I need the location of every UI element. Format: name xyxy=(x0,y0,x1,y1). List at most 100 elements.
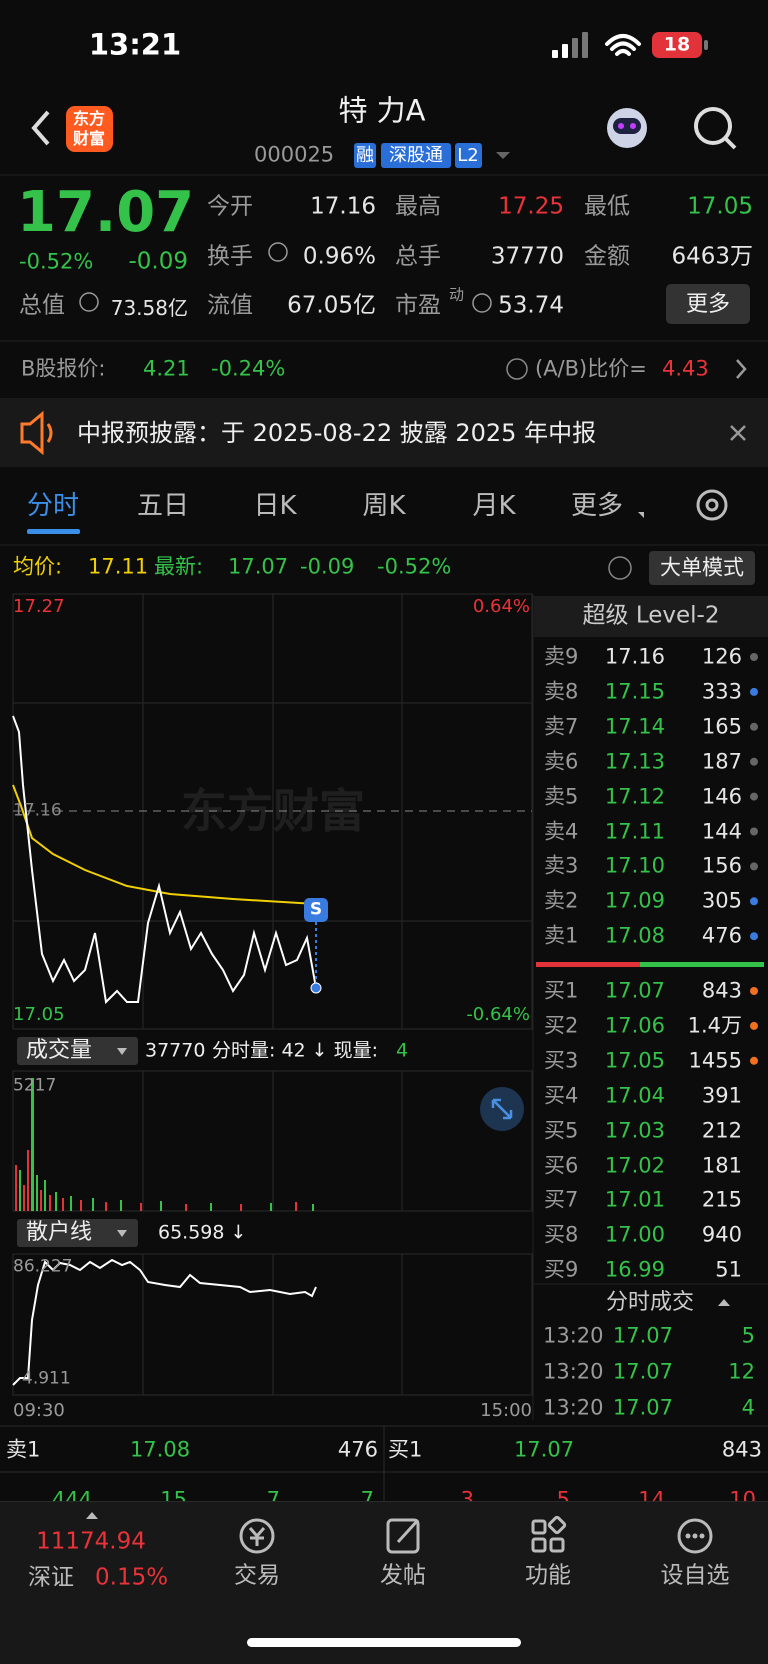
nav-item[interactable]: 交易 xyxy=(234,1562,280,1589)
field-label: 换手 xyxy=(207,243,253,270)
wifi-icon xyxy=(605,34,641,56)
retail-label[interactable]: 散户线 xyxy=(26,1220,93,1245)
order-price: 17.06 xyxy=(604,1013,665,1038)
order-dot xyxy=(750,722,758,731)
order-dot xyxy=(750,1021,758,1030)
field-sup: 动 xyxy=(449,285,465,304)
order-price: 17.11 xyxy=(604,819,665,843)
price-line xyxy=(12,715,317,1005)
change: -0.09 xyxy=(128,248,188,275)
tab-indicator xyxy=(27,529,80,534)
more-button-label[interactable]: 更多 xyxy=(685,292,731,317)
sell1-label: 卖1 xyxy=(6,1437,41,1462)
volume-total: 37770 xyxy=(145,1039,206,1062)
sell1-volume: 476 xyxy=(337,1437,378,1462)
level2-title: 超级 Level-2 xyxy=(582,602,720,629)
order-dot xyxy=(750,1056,758,1065)
b-share-price: 4.21 xyxy=(143,356,190,381)
latest-pct: -0.52% xyxy=(377,554,452,579)
close-icon xyxy=(730,425,746,441)
mode-button-label[interactable]: 大单模式 xyxy=(660,555,744,580)
expand-button[interactable] xyxy=(480,1087,524,1131)
tab[interactable]: 分时 xyxy=(26,491,80,521)
marker-s xyxy=(304,898,328,922)
price-ref: 17.16 xyxy=(13,800,62,821)
search-icon xyxy=(694,107,737,150)
volume-label[interactable]: 成交量 xyxy=(26,1038,93,1063)
trade-time: 13:20 xyxy=(543,1359,604,1384)
order-label: 卖4 xyxy=(544,819,579,843)
index-name: 深证 xyxy=(28,1564,74,1591)
order-volume: 165 xyxy=(701,714,742,739)
tag: 融 xyxy=(356,145,374,166)
dropdown xyxy=(117,1230,127,1237)
tab[interactable]: 日K xyxy=(253,491,297,521)
field-label: 最低 xyxy=(584,193,630,220)
trade-price: 17.07 xyxy=(612,1359,673,1384)
mode-button[interactable] xyxy=(649,551,755,585)
order-volume: 476 xyxy=(701,923,742,948)
order-price: 17.12 xyxy=(604,784,665,809)
tag-bg xyxy=(455,143,482,168)
last-point xyxy=(310,982,322,994)
nav-item[interactable]: 功能 xyxy=(525,1562,571,1589)
volume-grid xyxy=(142,1071,403,1211)
notice-text: 中报预披露：于 2025-08-22 披露 2025 年中报 xyxy=(77,419,597,447)
buy1-volume: 843 xyxy=(721,1437,762,1462)
tab[interactable]: 月K xyxy=(472,491,516,521)
price-bottom: 17.05 xyxy=(13,1004,65,1025)
nav-item[interactable]: 发帖 xyxy=(380,1562,426,1589)
order-label: 卖9 xyxy=(544,644,579,669)
order-label: 卖5 xyxy=(544,784,579,809)
price-top: 17.27 xyxy=(13,596,65,617)
sell1-price: 17.08 xyxy=(129,1437,191,1462)
buy1-label: 买1 xyxy=(388,1437,423,1462)
nav-icons xyxy=(86,1512,713,1647)
retail-grid xyxy=(142,1254,403,1395)
retail-line xyxy=(12,1258,317,1386)
tab[interactable]: 五日 xyxy=(136,491,190,521)
latest-change: -0.09 xyxy=(300,554,355,579)
logo-text: 东方 xyxy=(72,109,106,128)
order-label: 卖3 xyxy=(544,853,579,878)
more-button[interactable] xyxy=(666,284,750,324)
last-price: 17.07 xyxy=(17,180,195,245)
order-label: 买2 xyxy=(544,1013,579,1038)
battery xyxy=(652,32,702,58)
retail-top: 86.227 xyxy=(13,1256,73,1277)
order-label: 买1 xyxy=(544,978,579,1003)
logo-text: 财富 xyxy=(72,129,106,148)
order-price: 17.15 xyxy=(604,679,665,704)
tab[interactable]: 更多 xyxy=(570,491,624,521)
trade-volume: 12 xyxy=(728,1359,755,1384)
order-volume: 305 xyxy=(701,888,742,913)
order-volume: 843 xyxy=(701,978,742,1003)
order-dot xyxy=(750,792,758,801)
ratio-value: 4.43 xyxy=(662,356,709,381)
nav-item[interactable]: 设自选 xyxy=(660,1562,730,1589)
order-price: 17.05 xyxy=(604,1048,665,1073)
order-volume: 187 xyxy=(701,749,742,774)
retail-value: 65.598 ↓ xyxy=(158,1221,247,1244)
tab[interactable]: 周K xyxy=(362,491,406,521)
pct-top: 0.64% xyxy=(472,596,530,617)
help-icon xyxy=(506,358,528,380)
order-price: 16.99 xyxy=(604,1257,665,1282)
field-label: 今开 xyxy=(207,193,253,220)
order-volume: 212 xyxy=(701,1118,742,1143)
order-volume: 144 xyxy=(701,819,742,843)
retail-bottom: 4.911 xyxy=(22,1368,71,1389)
order-dot xyxy=(750,897,758,906)
pct-bottom: -0.64% xyxy=(466,1004,530,1025)
collapse-icon xyxy=(718,1299,730,1306)
retail-selector[interactable] xyxy=(17,1219,138,1247)
back-button xyxy=(31,110,50,146)
field-value: 0.96% xyxy=(302,243,376,270)
volume-selector[interactable] xyxy=(17,1037,138,1065)
field-value: 17.05 xyxy=(687,193,753,220)
order-volume: 215 xyxy=(701,1187,742,1212)
battery-cap xyxy=(704,40,708,50)
index-value: 11174.94 xyxy=(36,1528,146,1555)
